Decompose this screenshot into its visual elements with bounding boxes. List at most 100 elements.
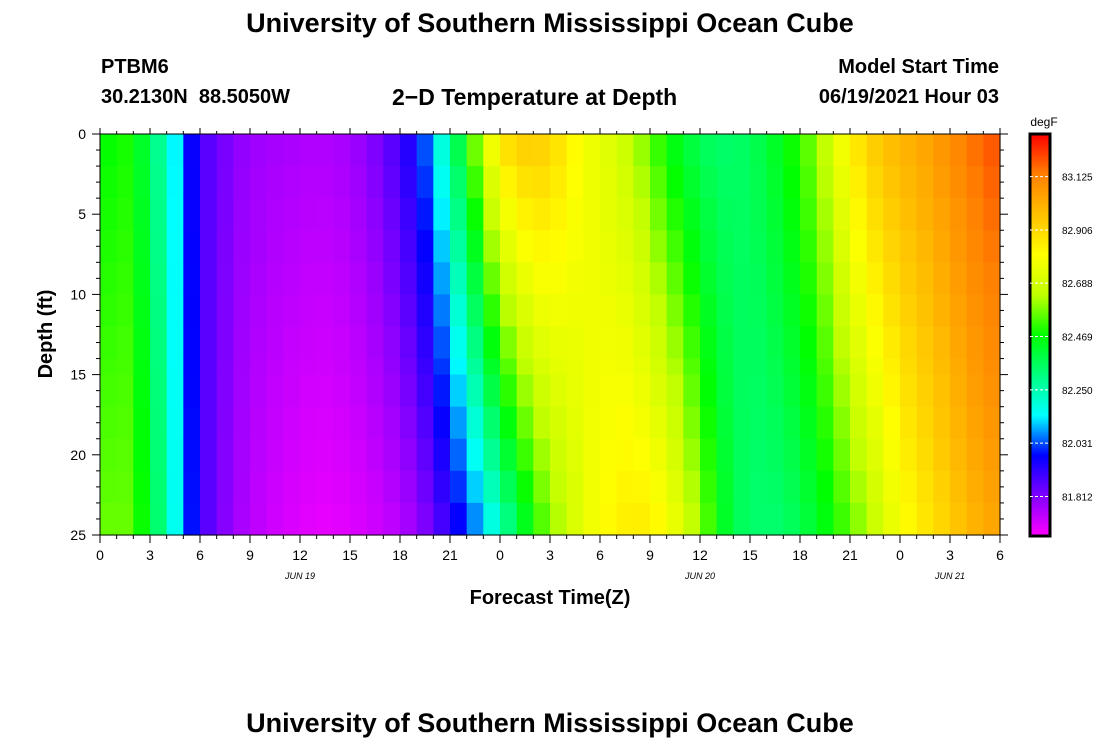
heatmap-cell — [533, 294, 551, 328]
heatmap-cell — [866, 134, 884, 167]
heatmap-cell — [566, 470, 584, 504]
heatmap-cell — [216, 294, 234, 328]
x-axis-label: Forecast Time(Z) — [470, 587, 631, 609]
heatmap-cell — [700, 134, 718, 167]
heatmap-cell — [950, 198, 968, 231]
heatmap-cell — [916, 374, 934, 408]
heatmap-cell — [233, 166, 251, 199]
heatmap-cell — [383, 166, 401, 199]
heatmap-cell — [183, 374, 201, 408]
heatmap-cell — [416, 406, 434, 440]
heatmap-cell — [866, 294, 884, 328]
heatmap-cell — [366, 358, 384, 376]
heatmap-cell — [183, 438, 201, 472]
heatmap-cell — [600, 134, 618, 167]
heatmap-cell — [666, 230, 684, 263]
heatmap-cell — [916, 134, 934, 167]
heatmap-cell — [166, 470, 184, 504]
heatmap-cell — [816, 374, 834, 408]
heatmap-cell — [983, 358, 1001, 376]
heatmap-cell — [116, 374, 134, 408]
date-label: JUN 19 — [284, 571, 315, 581]
heatmap-cell — [700, 326, 718, 360]
heatmap-cell — [383, 358, 401, 376]
heatmap-cell — [966, 438, 984, 472]
heatmap-cell — [866, 198, 884, 231]
heatmap-cell — [500, 406, 518, 440]
heatmap-cell — [716, 438, 734, 472]
heatmap-cell — [483, 374, 501, 408]
heatmap-cell — [516, 358, 534, 376]
heatmap-cell — [650, 230, 668, 263]
heatmap-cell — [316, 134, 334, 167]
heatmap-cell — [933, 166, 951, 199]
heatmap-cell — [783, 262, 801, 295]
heatmap-cell — [800, 294, 818, 328]
heatmap-cell — [950, 470, 968, 504]
heatmap-cell — [450, 166, 468, 199]
heatmap-cell — [983, 374, 1001, 408]
heatmap-cell — [983, 198, 1001, 231]
heatmap-cell — [783, 166, 801, 199]
heatmap-cell — [400, 470, 418, 504]
x-tick-label: 6 — [196, 547, 204, 563]
heatmap-cell — [116, 326, 134, 360]
heatmap-cell — [850, 470, 868, 504]
heatmap-cell — [483, 326, 501, 360]
heatmap-cell — [666, 262, 684, 295]
heatmap-cell — [650, 326, 668, 360]
heatmap-cell — [183, 502, 201, 536]
heatmap-cell — [616, 134, 634, 167]
heatmap-cell — [733, 230, 751, 263]
heatmap-cell — [916, 406, 934, 440]
heatmap-cell — [500, 230, 518, 263]
heatmap-cell — [966, 406, 984, 440]
heatmap-cell — [233, 326, 251, 360]
heatmap-cell — [716, 358, 734, 376]
heatmap-cell — [700, 502, 718, 536]
heatmap-cell — [683, 166, 701, 199]
heatmap-cell — [800, 166, 818, 199]
heatmap-cell — [683, 134, 701, 167]
heatmap-cell — [900, 374, 918, 408]
heatmap-cell — [583, 198, 601, 231]
heatmap-cell — [433, 406, 451, 440]
heatmap-cell — [766, 470, 784, 504]
heatmap-cell — [516, 262, 534, 295]
heatmap-cell — [200, 134, 218, 167]
heatmap-cell — [983, 294, 1001, 328]
heatmap-cell — [466, 294, 484, 328]
heatmap-cell — [266, 326, 284, 360]
heatmap-cell — [783, 502, 801, 536]
heatmap-cell — [533, 358, 551, 376]
heatmap-cell — [833, 374, 851, 408]
heatmap-cell — [250, 406, 268, 440]
heatmap-cell — [616, 326, 634, 360]
heatmap-cell — [583, 230, 601, 263]
heatmap-cell — [850, 166, 868, 199]
heatmap-cell — [450, 470, 468, 504]
heatmap-cell — [933, 374, 951, 408]
heatmap-cell — [766, 502, 784, 536]
heatmap-cell — [700, 198, 718, 231]
heatmap-cell — [716, 134, 734, 167]
heatmap-cell — [950, 502, 968, 536]
heatmap-cell — [600, 326, 618, 360]
heatmap-cell — [733, 470, 751, 504]
heatmap-cell — [516, 438, 534, 472]
heatmap-cell — [183, 406, 201, 440]
colorbar: degF 83.125 82.906 82.688 82.469 82.250 82.03… — [1028, 115, 1093, 538]
heatmap-cell — [450, 326, 468, 360]
heatmap-cell — [766, 198, 784, 231]
heatmap-cell — [250, 438, 268, 472]
heatmap-cell — [616, 374, 634, 408]
heatmap-cell — [216, 262, 234, 295]
heatmap-cell — [900, 198, 918, 231]
heatmap-cell — [883, 166, 901, 199]
heatmap-cell — [333, 326, 351, 360]
heatmap-cell — [366, 166, 384, 199]
heatmap-cell — [533, 406, 551, 440]
heatmap-cell — [800, 502, 818, 536]
heatmap-cell — [133, 326, 151, 360]
heatmap-cell — [400, 326, 418, 360]
